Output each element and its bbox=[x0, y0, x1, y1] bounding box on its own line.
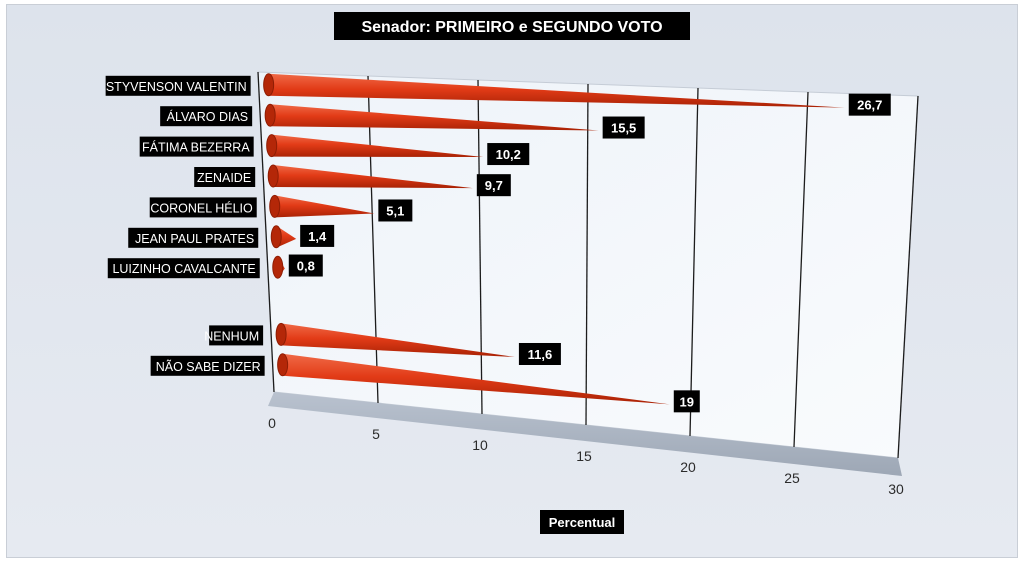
bar-4: 5,1 bbox=[269, 194, 413, 222]
gridline-0 bbox=[257, 71, 275, 393]
category-label-text: ZENAIDE bbox=[197, 171, 251, 185]
category-label-text: STYVENSON VALENTIN bbox=[106, 80, 247, 94]
category-label-box bbox=[149, 197, 257, 218]
category-label: JEAN PAUL PRATES bbox=[128, 227, 259, 248]
bar-1: 15,5 bbox=[264, 103, 645, 139]
floor bbox=[268, 392, 902, 476]
gridline-30 bbox=[897, 95, 919, 459]
category-label: LUIZINHO CAVALCANTE bbox=[107, 258, 260, 279]
x-tick-label: 5 bbox=[372, 426, 380, 442]
value-label: 1,4 bbox=[308, 229, 327, 244]
gridline-20 bbox=[689, 87, 699, 437]
bar-6: 0,8 bbox=[272, 254, 323, 279]
value-label: 11,6 bbox=[528, 347, 553, 362]
bar-base bbox=[277, 353, 289, 377]
category-labels: STYVENSON VALENTIN ÁLVARO DIAS FÁTIMA BEZE… bbox=[105, 75, 265, 376]
bar-base bbox=[275, 322, 287, 346]
category-label: NENHUM bbox=[204, 325, 264, 346]
gridline-10 bbox=[477, 79, 483, 415]
x-axis-ticks: 0 5 10 15 20 25 30 bbox=[268, 415, 904, 497]
category-label-box bbox=[128, 227, 259, 248]
category-label-box bbox=[107, 258, 260, 279]
category-label-text: CORONEL HÉLIO bbox=[150, 200, 253, 215]
bars-layer: 26,7 15,5 10,2 9,7 5,1 1,4 0,8 11,6 19 bbox=[263, 73, 891, 413]
bar-base bbox=[267, 164, 279, 188]
value-label: 15,5 bbox=[611, 121, 636, 136]
category-label: NÃO SABE DIZER bbox=[150, 355, 265, 376]
bar-7: 11,6 bbox=[275, 322, 561, 365]
bar-base bbox=[272, 255, 284, 279]
bar-cone bbox=[281, 323, 515, 357]
x-tick-label: 10 bbox=[472, 437, 488, 453]
bar-base bbox=[263, 73, 275, 97]
category-label-text: FÁTIMA BEZERRA bbox=[142, 140, 250, 155]
x-tick-label: 20 bbox=[680, 459, 696, 475]
chart-title-text: Senador: PRIMEIRO e SEGUNDO VOTO bbox=[361, 19, 662, 36]
value-label: 10,2 bbox=[496, 147, 521, 162]
bar-cone bbox=[271, 134, 484, 158]
bar-0: 26,7 bbox=[263, 73, 891, 116]
bar-base bbox=[266, 134, 278, 158]
value-label-box bbox=[848, 93, 891, 116]
value-label-box bbox=[602, 116, 645, 139]
bar-base bbox=[264, 103, 276, 127]
x-tick-label: 15 bbox=[576, 448, 592, 464]
bar-5: 1,4 bbox=[270, 224, 335, 249]
value-label: 9,7 bbox=[485, 178, 503, 193]
category-label-text: NÃO SABE DIZER bbox=[156, 360, 261, 374]
category-label-box bbox=[194, 167, 256, 187]
category-label-text: LUIZINHO CAVALCANTE bbox=[112, 262, 255, 276]
bar-2: 10,2 bbox=[266, 134, 530, 166]
category-label: ÁLVARO DIAS bbox=[160, 106, 253, 127]
bar-base bbox=[269, 194, 281, 218]
value-label-box bbox=[518, 342, 561, 365]
bar-cone bbox=[270, 104, 599, 131]
category-label: ZENAIDE bbox=[194, 167, 256, 187]
category-label-box bbox=[139, 136, 254, 157]
x-tick-label: 30 bbox=[888, 481, 904, 497]
value-label: 5,1 bbox=[386, 203, 404, 218]
x-tick-label: 25 bbox=[784, 470, 800, 486]
gridline-15 bbox=[585, 83, 589, 426]
category-label-box bbox=[160, 106, 253, 127]
x-tick-label: 0 bbox=[268, 415, 276, 431]
value-label-box bbox=[487, 143, 530, 166]
category-label: CORONEL HÉLIO bbox=[149, 197, 257, 218]
value-label-box bbox=[288, 254, 323, 277]
category-label-box bbox=[209, 325, 264, 346]
bar-cone bbox=[274, 195, 375, 218]
x-axis-title: Percentual bbox=[540, 510, 624, 534]
value-label-box bbox=[673, 390, 700, 413]
value-label: 19 bbox=[680, 394, 694, 409]
value-label-box bbox=[476, 174, 511, 197]
category-label: STYVENSON VALENTIN bbox=[105, 75, 251, 96]
category-label-box bbox=[105, 75, 251, 96]
bar-cone bbox=[276, 225, 297, 248]
bar-cone bbox=[268, 73, 845, 108]
bar-base bbox=[270, 225, 282, 249]
value-label-box bbox=[378, 199, 413, 222]
chart-title-box bbox=[334, 12, 690, 40]
bar-3: 9,7 bbox=[267, 164, 511, 197]
value-label-box bbox=[300, 224, 335, 247]
category-label-text: NENHUM bbox=[204, 329, 259, 343]
x-axis-title-box bbox=[540, 510, 624, 534]
bar-8: 19 bbox=[277, 353, 700, 413]
bar-cone bbox=[273, 165, 473, 189]
category-label-box bbox=[150, 355, 265, 376]
x-axis-title-text: Percentual bbox=[549, 515, 615, 530]
category-label: FÁTIMA BEZERRA bbox=[139, 136, 254, 157]
value-label: 0,8 bbox=[297, 259, 315, 274]
value-label: 26,7 bbox=[857, 98, 882, 113]
category-label-text: JEAN PAUL PRATES bbox=[135, 232, 254, 246]
gridline-25 bbox=[793, 91, 809, 448]
category-label-text: ÁLVARO DIAS bbox=[167, 109, 249, 124]
bar-cone bbox=[282, 353, 670, 405]
chart-title: Senador: PRIMEIRO e SEGUNDO VOTO bbox=[334, 12, 690, 40]
